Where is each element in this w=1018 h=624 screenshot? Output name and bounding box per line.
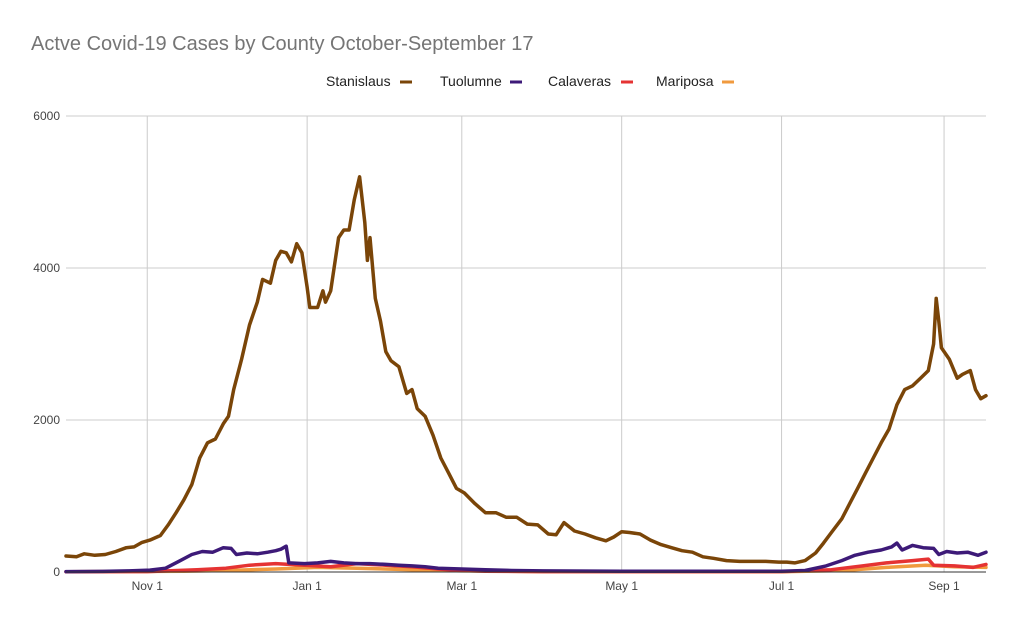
x-tick-label: Mar 1 — [446, 579, 477, 593]
legend-item-calaveras[interactable]: Calaveras — [548, 73, 633, 89]
x-tick-label: May 1 — [605, 579, 638, 593]
legend-label-stanislaus: Stanislaus — [326, 73, 391, 89]
x-tick-label: Jan 1 — [292, 579, 322, 593]
legend-item-tuolumne[interactable]: Tuolumne — [440, 73, 522, 89]
y-tick-label: 2000 — [33, 413, 60, 427]
y-tick-label: 6000 — [33, 109, 60, 123]
legend: Stanislaus Tuolumne Calaveras Mariposa — [326, 73, 734, 89]
grid — [66, 115, 986, 572]
legend-item-mariposa[interactable]: Mariposa — [656, 73, 734, 89]
legend-label-calaveras: Calaveras — [548, 73, 611, 89]
x-axis: Nov 1 Jan 1 Mar 1 May 1 Jul 1 Sep 1 — [132, 579, 960, 593]
series-line-tuolumne — [64, 541, 988, 574]
y-tick-label: 4000 — [33, 261, 60, 275]
series-lines — [64, 175, 988, 574]
x-tick-label: Sep 1 — [928, 579, 960, 593]
x-tick-label: Jul 1 — [769, 579, 795, 593]
legend-item-stanislaus[interactable]: Stanislaus — [326, 73, 412, 89]
chart-title: Actve Covid-19 Cases by County October-S… — [31, 33, 533, 55]
series-line-stanislaus — [64, 175, 988, 565]
y-axis: 0 2000 4000 6000 — [33, 109, 60, 579]
legend-label-mariposa: Mariposa — [656, 73, 714, 89]
x-tick-label: Nov 1 — [132, 579, 164, 593]
y-tick-label: 0 — [53, 565, 60, 579]
legend-label-tuolumne: Tuolumne — [440, 73, 502, 89]
